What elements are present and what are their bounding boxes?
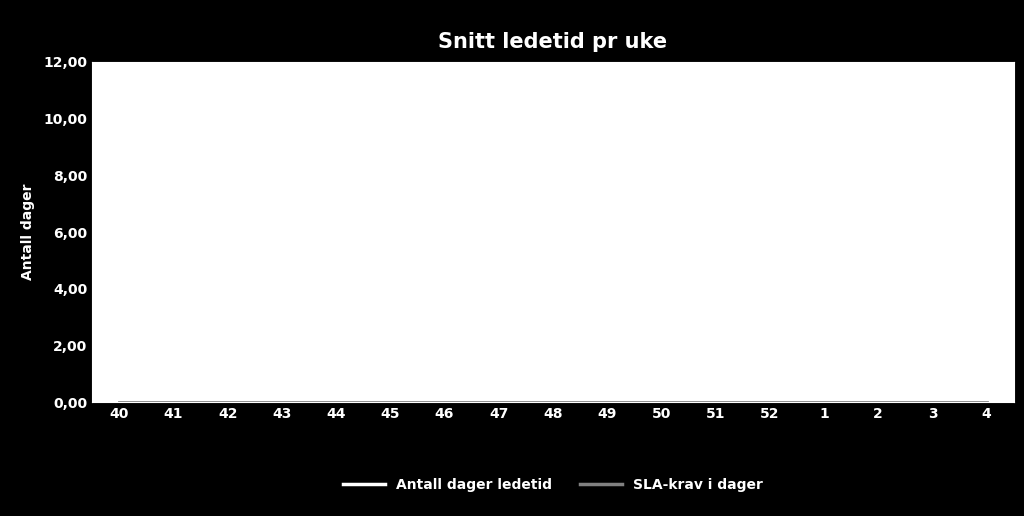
Y-axis label: Antall dager: Antall dager bbox=[20, 184, 35, 281]
Legend: Antall dager ledetid, SLA-krav i dager: Antall dager ledetid, SLA-krav i dager bbox=[338, 473, 768, 498]
Title: Snitt ledetid pr uke: Snitt ledetid pr uke bbox=[438, 32, 668, 52]
